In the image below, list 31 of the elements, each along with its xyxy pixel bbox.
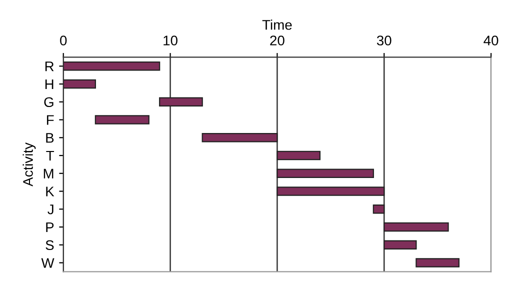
y-tick-label: G bbox=[44, 97, 54, 108]
x-tick-label: 30 bbox=[376, 36, 392, 46]
y-tick-label: F bbox=[46, 115, 54, 125]
bar bbox=[63, 79, 96, 89]
bar bbox=[202, 133, 278, 142]
bar bbox=[276, 168, 374, 178]
bar bbox=[384, 240, 417, 250]
bar bbox=[276, 186, 385, 196]
bar bbox=[94, 115, 150, 124]
bar bbox=[372, 204, 385, 214]
y-tick-label: B bbox=[46, 133, 54, 143]
bar bbox=[416, 258, 460, 268]
x-tick-label: 20 bbox=[270, 36, 284, 46]
y-tick-label: S bbox=[46, 240, 54, 250]
y-tick-label: K bbox=[46, 186, 54, 196]
y-tick-label: R bbox=[45, 62, 54, 72]
bar bbox=[276, 150, 321, 160]
y-tick-label: P bbox=[46, 222, 54, 232]
bar bbox=[384, 222, 449, 232]
y-axis-title: Activity bbox=[22, 142, 36, 186]
y-tick-label: M bbox=[44, 168, 54, 178]
y-tick-label: J bbox=[48, 204, 54, 214]
bar bbox=[159, 97, 203, 106]
y-tick-label: W bbox=[41, 258, 54, 268]
x-tick-label: 40 bbox=[484, 36, 498, 46]
bar bbox=[63, 62, 160, 71]
y-tick-label: T bbox=[46, 150, 54, 161]
x-tick-label: 0 bbox=[60, 36, 67, 46]
y-tick-label: H bbox=[45, 79, 54, 90]
x-axis-title: Time bbox=[262, 20, 292, 30]
x-tick-label: 10 bbox=[164, 36, 178, 46]
